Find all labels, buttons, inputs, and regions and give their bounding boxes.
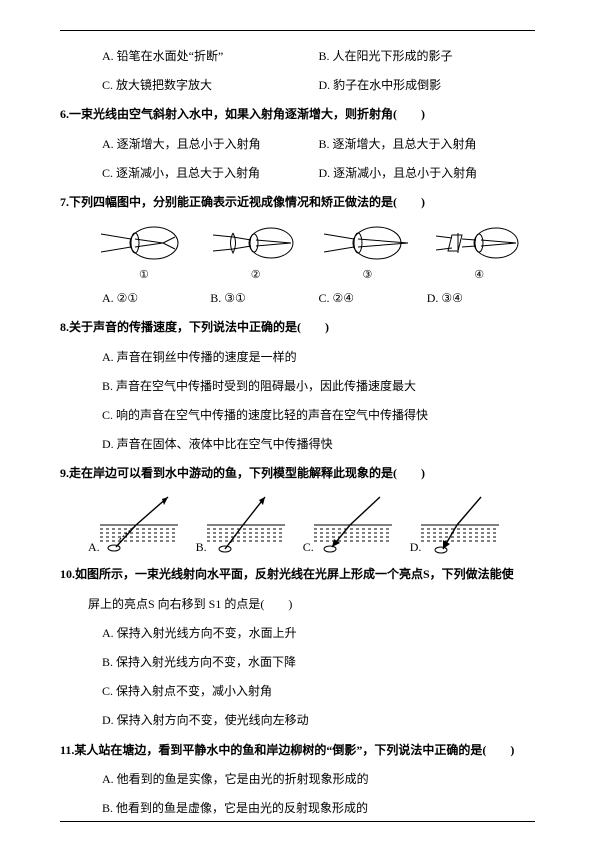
q10-stem: 10.如图所示，一束光线射向水平面，反射光线在光屏上形成一个亮点S，下列做法能使 <box>60 565 535 584</box>
q11-stem: 11.某人站在塘边，看到平静水中的鱼和岸边柳树的“倒影”，下列说法中正确的是( … <box>60 741 535 760</box>
q7-stem: 7.下列四幅图中，分别能正确表示近视成像情况和矫正做法的是( ) <box>60 193 535 212</box>
q8-opt-a: A. 声音在铜丝中传播的速度是一样的 <box>60 348 535 367</box>
q6-opt-a: A. 逐渐增大，且总小于入射角 <box>102 135 319 154</box>
q5-opt-b: B. 人在阳光下形成的影子 <box>319 47 536 66</box>
q10-opt-c: C. 保持入射点不变，减小入射角 <box>60 682 535 701</box>
q7-label-3: ③ <box>362 268 372 281</box>
refraction-diagram-b <box>207 493 285 555</box>
bottom-rule <box>60 821 535 822</box>
q7-opt-d: D. ③④ <box>427 289 535 308</box>
q7-label-4: ④ <box>474 268 484 281</box>
q7-label-1: ① <box>139 268 149 281</box>
q7-options: A. ②① B. ③① C. ②④ D. ③④ <box>60 289 535 308</box>
q8-opt-d: D. 声音在固体、液体中比在空气中传播得快 <box>60 435 535 454</box>
q5-opt-d: D. 豹子在水中形成倒影 <box>319 76 536 95</box>
q8-stem: 8.关于声音的传播速度，下列说法中正确的是( ) <box>60 318 535 337</box>
eye-diagram-2 <box>211 222 301 264</box>
q9-opt-b: B. <box>196 540 207 555</box>
q9-diagrams: A. B. C. <box>88 493 535 555</box>
refraction-diagram-a <box>100 493 178 555</box>
q10-opt-b: B. 保持入射光线方向不变，水面下降 <box>60 653 535 672</box>
q6-opt-b: B. 逐渐增大，且总大于入射角 <box>319 135 536 154</box>
q10-opt-d: D. 保持入射方向不变，使光线向左移动 <box>60 711 535 730</box>
q7-label-2: ② <box>251 268 261 281</box>
q7-diagrams <box>88 222 535 264</box>
q6-row1: A. 逐渐增大，且总小于入射角 B. 逐渐增大，且总大于入射角 <box>60 135 535 154</box>
top-rule <box>60 30 535 31</box>
q8-opt-c: C. 响的声音在空气中传播的速度比轻的声音在空气中传播得快 <box>60 406 535 425</box>
q7-opt-c: C. ②④ <box>319 289 427 308</box>
q7-opt-b: B. ③① <box>210 289 318 308</box>
q9-opt-d: D. <box>410 540 422 555</box>
q5-options-row1: A. 铅笔在水面处“折断” B. 人在阳光下形成的影子 <box>60 47 535 66</box>
q6-opt-c: C. 逐渐减小，且总大于入射角 <box>102 164 319 183</box>
eye-diagram-3 <box>322 222 412 264</box>
q11-opt-b: B. 他看到的鱼是虚像，它是由光的反射现象形成的 <box>60 799 535 818</box>
q10-stem2: 屏上的亮点S 向右移到 S1 的点是( ) <box>60 595 535 614</box>
q6-opt-d: D. 逐渐减小，且总小于入射角 <box>319 164 536 183</box>
q9-opt-a: A. <box>88 540 100 555</box>
q11-opt-a: A. 他看到的鱼是实像，它是由光的折射现象形成的 <box>60 770 535 789</box>
eye-diagram-1 <box>99 222 189 264</box>
q7-opt-a: A. ②① <box>102 289 210 308</box>
q9-stem: 9.走在岸边可以看到水中游动的鱼，下列模型能解释此现象的是( ) <box>60 464 535 483</box>
q6-row2: C. 逐渐减小，且总大于入射角 D. 逐渐减小，且总小于入射角 <box>60 164 535 183</box>
q5-opt-a: A. 铅笔在水面处“折断” <box>102 47 319 66</box>
q10-opt-a: A. 保持入射光线方向不变，水面上升 <box>60 624 535 643</box>
refraction-diagram-d <box>421 493 499 555</box>
q5-options-row2: C. 放大镜把数字放大 D. 豹子在水中形成倒影 <box>60 76 535 95</box>
eye-diagram-4 <box>434 222 524 264</box>
q8-opt-b: B. 声音在空气中传播时受到的阻碍最小，因此传播速度最大 <box>60 377 535 396</box>
q9-opt-c: C. <box>303 540 314 555</box>
q5-opt-c: C. 放大镜把数字放大 <box>102 76 319 95</box>
refraction-diagram-c <box>314 493 392 555</box>
q6-stem: 6.一束光线由空气斜射入水中，如果入射角逐渐增大，则折射角( ) <box>60 105 535 124</box>
q7-diagram-labels: ① ② ③ ④ <box>88 268 535 281</box>
